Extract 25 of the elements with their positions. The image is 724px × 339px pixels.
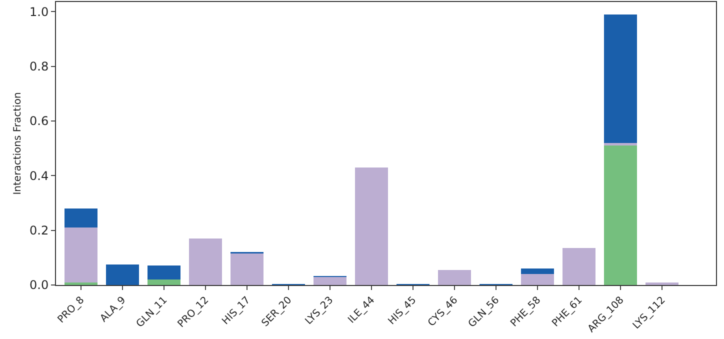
bar [604, 14, 638, 143]
bar [147, 265, 181, 280]
bar [562, 248, 596, 285]
y-tick-label: 0.0 [30, 278, 49, 292]
bar [64, 282, 98, 285]
bar [645, 282, 679, 285]
bar [604, 146, 638, 285]
bar [604, 142, 638, 146]
y-tick-label: 0.2 [30, 224, 49, 238]
bar [520, 268, 554, 274]
bar [64, 208, 98, 228]
y-axis-title: Interactions Fraction [12, 92, 24, 195]
y-tick-label: 1.0 [30, 4, 49, 19]
bar [106, 264, 140, 285]
bar [313, 276, 347, 285]
bar [520, 274, 554, 285]
y-tick-label: 0.8 [30, 59, 49, 74]
y-tick-label: 0.6 [30, 114, 49, 128]
bar [230, 254, 264, 285]
bar [147, 280, 181, 285]
y-tick-label: 0.4 [30, 168, 49, 183]
bar [354, 167, 388, 285]
bar [188, 238, 222, 285]
bar [64, 228, 98, 282]
bar [438, 270, 472, 285]
